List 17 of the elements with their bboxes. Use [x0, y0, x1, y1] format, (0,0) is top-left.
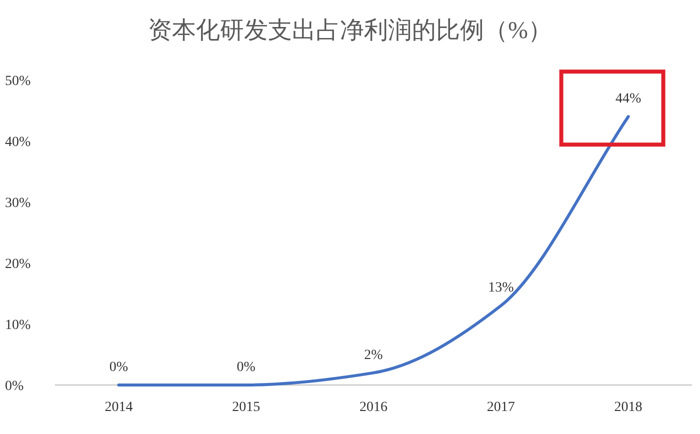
y-tick-label: 20% [5, 257, 31, 272]
x-tick-label: 2018 [614, 400, 642, 415]
y-tick-label: 0% [5, 379, 24, 394]
x-tick-label: 2017 [486, 400, 515, 415]
y-tick-label: 50% [5, 74, 31, 89]
data-label: 0% [109, 360, 128, 375]
chart-title: 资本化研发支出占净利润的比例（%） [148, 17, 552, 44]
x-tick-label: 2015 [232, 400, 260, 415]
data-label: 0% [236, 360, 256, 375]
data-label: 2% [364, 348, 384, 363]
data-label: 44% [615, 92, 642, 107]
x-tick-label: 2016 [360, 400, 388, 415]
y-tick-label: 30% [5, 196, 31, 211]
y-tick-label: 40% [5, 135, 31, 150]
data-label: 13% [488, 280, 514, 296]
x-tick-label: 2014 [104, 400, 133, 415]
y-tick-label: 10% [5, 318, 31, 333]
